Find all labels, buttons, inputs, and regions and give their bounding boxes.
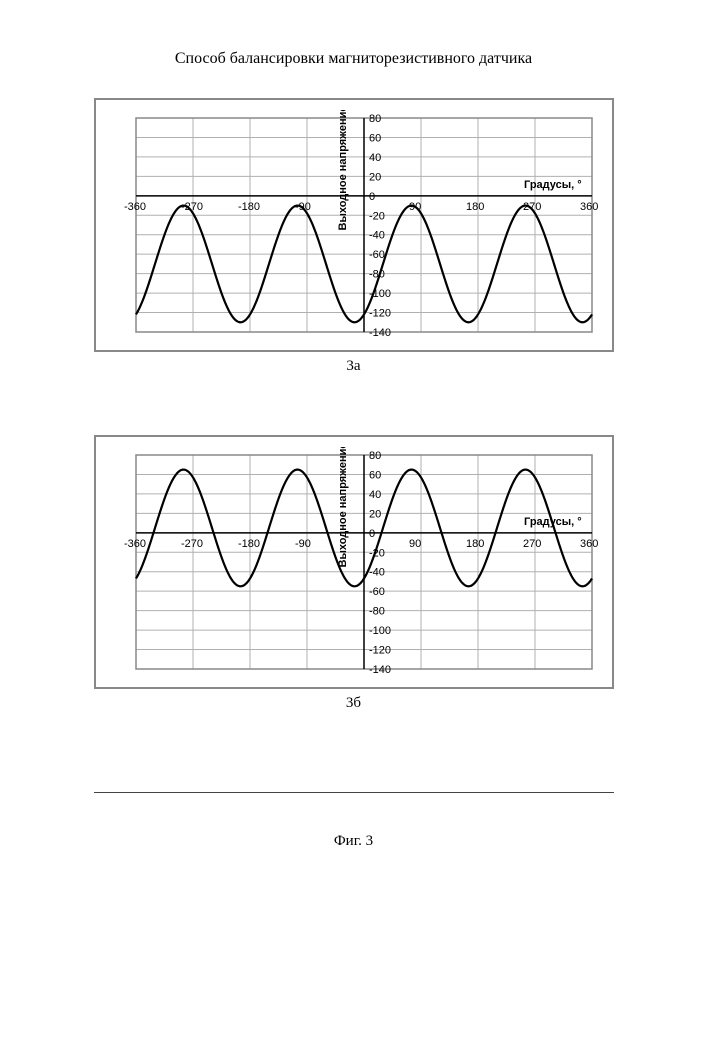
chart-b: -140-120-100-80-60-40-20020406080-360-27… (106, 447, 602, 677)
svg-text:-90: -90 (295, 538, 311, 550)
svg-text:0: 0 (369, 191, 375, 203)
svg-text:-20: -20 (369, 210, 385, 222)
svg-text:40: 40 (369, 152, 381, 164)
svg-text:60: 60 (369, 469, 381, 481)
svg-text:20: 20 (369, 508, 381, 520)
chart-b-frame: -140-120-100-80-60-40-20020406080-360-27… (94, 435, 614, 689)
page-title: Способ балансировки магниторезистивного … (0, 50, 707, 68)
chart-b-label: 3б (0, 695, 707, 712)
svg-text:0: 0 (369, 528, 375, 540)
svg-text:-40: -40 (369, 230, 385, 242)
bottom-rule (94, 792, 614, 793)
svg-text:-120: -120 (369, 308, 391, 320)
svg-text:-60: -60 (369, 586, 385, 598)
svg-text:90: 90 (409, 538, 421, 550)
svg-text:360: 360 (580, 201, 598, 213)
svg-text:40: 40 (369, 489, 381, 501)
svg-text:-140: -140 (369, 664, 391, 676)
svg-text:-80: -80 (369, 606, 385, 618)
svg-text:360: 360 (580, 538, 598, 550)
svg-text:-40: -40 (369, 567, 385, 579)
svg-text:180: 180 (466, 538, 484, 550)
svg-text:-360: -360 (124, 201, 146, 213)
chart-a-frame: -140-120-100-80-60-40-20020406080-360-27… (94, 98, 614, 352)
svg-text:60: 60 (369, 132, 381, 144)
svg-text:-80: -80 (369, 269, 385, 281)
figure-label: Фиг. 3 (0, 833, 707, 850)
chart-a-label: 3а (0, 358, 707, 375)
svg-text:Выходное напряжение, мВ: Выходное напряжение, мВ (337, 110, 349, 230)
svg-text:-100: -100 (369, 625, 391, 637)
svg-text:180: 180 (466, 201, 484, 213)
svg-text:80: 80 (369, 450, 381, 462)
svg-text:Градусы, °: Градусы, ° (524, 179, 582, 191)
svg-text:270: 270 (523, 538, 541, 550)
svg-text:-180: -180 (238, 538, 260, 550)
chart-a: -140-120-100-80-60-40-20020406080-360-27… (106, 110, 602, 340)
svg-text:-360: -360 (124, 538, 146, 550)
svg-text:Выходное напряжение, мВ: Выходное напряжение, мВ (337, 447, 349, 567)
svg-text:80: 80 (369, 113, 381, 125)
svg-text:-140: -140 (369, 327, 391, 339)
svg-text:20: 20 (369, 171, 381, 183)
svg-text:-60: -60 (369, 249, 385, 261)
svg-text:-270: -270 (181, 538, 203, 550)
svg-text:-120: -120 (369, 645, 391, 657)
svg-text:-180: -180 (238, 201, 260, 213)
